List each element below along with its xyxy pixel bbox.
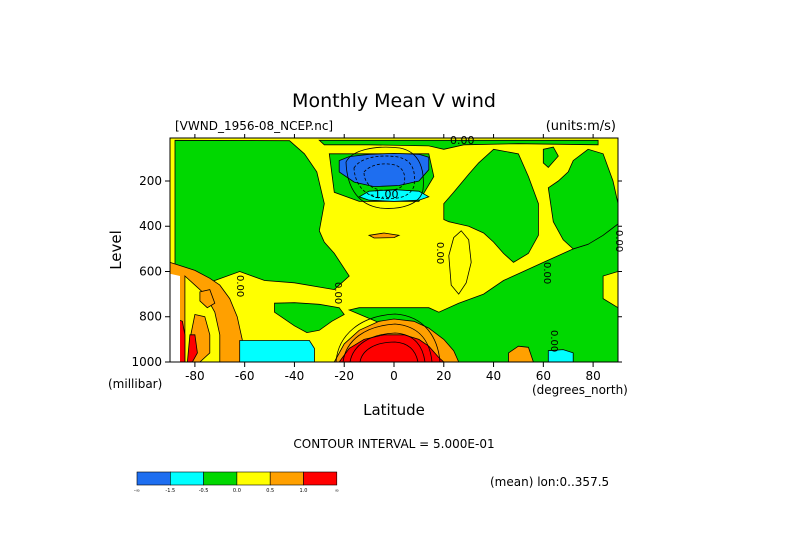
colorbar-tick-label: -0.5	[199, 488, 209, 494]
color-scale-bar: -∞ -1.5 -0.5 0.0 0.5 1.0 ∞	[134, 471, 339, 494]
x-axis-unit: (degrees_north)	[532, 383, 628, 397]
contour-label: 0.00	[234, 275, 245, 297]
region-cyan-17	[358, 189, 430, 202]
x-tick-label: -20	[334, 369, 354, 383]
colorbar-tick-label: -1.5	[165, 488, 175, 494]
contour-interval: CONTOUR INTERVAL = 5.000E-01	[293, 437, 494, 451]
region-orange-22	[367, 232, 401, 239]
y-axis-title: Level	[107, 230, 125, 270]
x-tick-label: 80	[585, 369, 600, 383]
colorbar-segment	[136, 471, 171, 486]
x-tick-label: 20	[436, 369, 451, 383]
y-tick-label: 600	[139, 264, 162, 278]
contour-label: -1.00	[370, 188, 398, 201]
contour-label: 0.00	[450, 134, 475, 147]
region-red-15	[186, 334, 198, 363]
units-label: (units:m/s)	[546, 119, 616, 134]
colorbar-segment	[269, 471, 304, 486]
region-green-6	[443, 148, 539, 263]
x-tick-label: 60	[536, 369, 551, 383]
colorbar-segment	[203, 471, 238, 486]
colorbar-segment	[303, 471, 338, 486]
colorbar-tick-label: 0.0	[233, 488, 241, 494]
colorbar-segment	[170, 471, 204, 486]
region-green-8	[542, 146, 559, 168]
region-orange-12	[199, 289, 216, 309]
region-cyan-18	[547, 349, 574, 363]
contour-label: 0.00	[332, 282, 343, 304]
colorbar-tick-label: 1.0	[300, 488, 308, 494]
contour-label: 0.00	[541, 262, 552, 284]
axis-ticks: -80 -60 -40 -20 0 20 40 60 80 200 400 600 800 1000	[131, 134, 622, 383]
dataset-label: [VWND_1956-08_NCEP.nc]	[175, 119, 333, 133]
region-green-2	[274, 302, 345, 334]
shaded-regions	[169, 137, 619, 363]
colorbar-tick-label: -∞	[134, 488, 140, 494]
x-tick-label: 0	[390, 369, 398, 383]
x-tick-label: -80	[185, 369, 205, 383]
x-axis-title: Latitude	[363, 401, 425, 419]
region-green-3	[318, 139, 599, 150]
colorbar-tick-label: ∞	[335, 488, 339, 494]
y-tick-label: 400	[139, 219, 162, 233]
y-tick-label: 200	[139, 174, 162, 188]
region-yellow-9	[448, 230, 472, 295]
mean-note: (mean) lon:0..357.5	[490, 475, 609, 489]
colorbar-tick-label: 0.5	[266, 488, 274, 494]
region-cyan-16	[239, 340, 315, 363]
colorbar-segment	[236, 471, 271, 486]
contour-lines	[335, 146, 441, 363]
y-axis-unit: (millibar)	[108, 377, 162, 391]
region-orange-23	[508, 345, 534, 363]
x-tick-label: 40	[486, 369, 501, 383]
region-white-24	[170, 273, 180, 362]
contour-label: 0.00	[434, 242, 445, 264]
x-tick-label: -40	[285, 369, 305, 383]
region-blue-19	[338, 152, 430, 188]
y-tick-label: 1000	[131, 355, 162, 369]
y-tick-label: 800	[139, 310, 162, 324]
contour-label: 0.00	[548, 330, 559, 352]
x-tick-label: -60	[235, 369, 255, 383]
region-red-21	[338, 334, 445, 363]
chart-title: Monthly Mean V wind	[292, 90, 496, 112]
